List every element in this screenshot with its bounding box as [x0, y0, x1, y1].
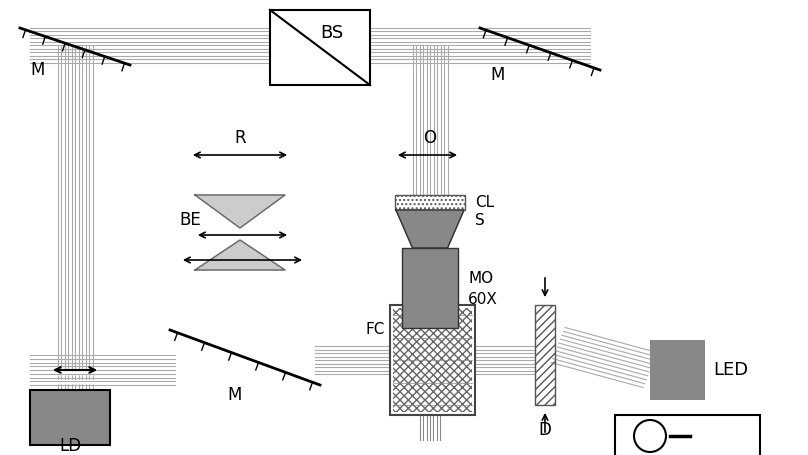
Text: M: M [228, 386, 242, 404]
Bar [395, 195, 465, 210]
Bar [270, 10, 370, 85]
Text: O: O [423, 129, 436, 147]
Text: D: D [539, 421, 551, 439]
Text: LED: LED [713, 361, 748, 379]
Bar [393, 308, 472, 412]
Text: LD: LD [59, 437, 81, 455]
Text: R: R [234, 129, 246, 147]
Text: BS: BS [321, 24, 343, 41]
Bar [30, 390, 110, 445]
Bar [535, 305, 555, 405]
Text: M: M [31, 61, 45, 79]
Bar [390, 305, 475, 415]
Text: CL: CL [475, 195, 494, 210]
Polygon shape [396, 210, 464, 248]
Polygon shape [195, 195, 285, 228]
Bar [650, 340, 705, 400]
Text: BE: BE [179, 211, 201, 229]
Text: 60X: 60X [468, 293, 498, 308]
Text: MO: MO [468, 271, 493, 286]
Text: M: M [490, 66, 505, 84]
Text: FC: FC [366, 323, 385, 338]
Bar [615, 415, 760, 455]
Text: S: S [475, 213, 485, 228]
Bar [402, 248, 458, 328]
Polygon shape [195, 240, 285, 270]
